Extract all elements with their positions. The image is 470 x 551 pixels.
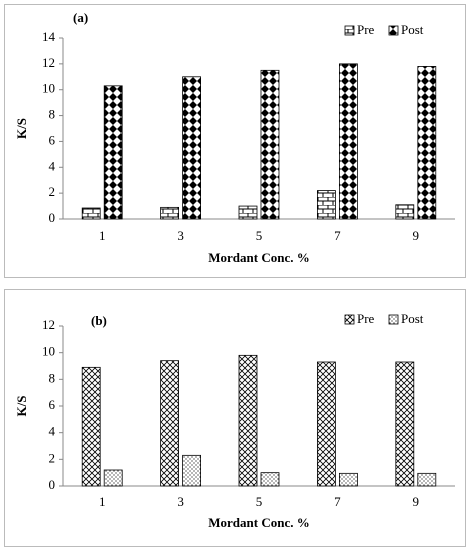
bar — [316, 361, 336, 487]
y-tick-label: 10 — [42, 344, 55, 359]
x-tick-label: 3 — [177, 494, 184, 509]
legend-label: Post — [401, 311, 424, 326]
bar — [160, 360, 180, 487]
x-tick-label: 7 — [334, 494, 341, 509]
bar — [81, 366, 101, 487]
bar — [395, 204, 415, 220]
legend-swatch — [344, 25, 355, 36]
bar — [103, 85, 123, 220]
x-tick-label: 1 — [99, 228, 106, 243]
bar — [260, 69, 280, 220]
x-tick-label: 5 — [256, 494, 263, 509]
y-tick-label: 2 — [49, 184, 56, 199]
y-tick-label: 14 — [42, 29, 56, 44]
chart-frame: 0 2 4 6 8 10 12 (b) K/S Mordant Conc. % 1 3 5 7 9 Pre Po… — [4, 289, 466, 547]
y-tick-label: 4 — [49, 424, 56, 439]
bar — [160, 206, 180, 220]
x-tick-label: 3 — [177, 228, 184, 243]
chart-frame: 0 2 4 6 8 10 12 14 (a) K/S Mordant Conc. % 1 3 5 7 9 Pre… — [4, 4, 466, 278]
legend-label: Pre — [357, 22, 375, 37]
bar — [182, 76, 202, 220]
y-tick-label: 8 — [49, 370, 56, 385]
y-axis-title: K/S — [14, 118, 29, 139]
x-tick-label: 9 — [413, 494, 420, 509]
bar — [103, 469, 123, 487]
bar — [316, 190, 336, 220]
x-tick-label: 9 — [413, 228, 420, 243]
y-tick-label: 10 — [42, 81, 55, 96]
chart-title: (a) — [73, 10, 88, 25]
y-tick-label: 6 — [49, 132, 56, 147]
legend-swatch — [388, 314, 399, 325]
y-tick-label: 2 — [49, 450, 56, 465]
chart-title: (b) — [91, 313, 107, 328]
y-tick-label: 0 — [49, 477, 56, 492]
bar — [81, 207, 101, 220]
bar — [238, 205, 258, 220]
bar — [260, 472, 280, 487]
y-tick-label: 6 — [49, 397, 56, 412]
bar — [238, 354, 258, 487]
y-axis-title: K/S — [14, 396, 29, 417]
legend-swatch — [388, 25, 399, 36]
legend-label: Pre — [357, 311, 375, 326]
bar — [395, 361, 415, 487]
x-tick-label: 7 — [334, 228, 341, 243]
y-tick-label: 0 — [49, 210, 56, 225]
chart: 0 2 4 6 8 10 12 14 (a) K/S Mordant Conc. % 1 3 5 7 9 Pre… — [14, 10, 455, 265]
bar — [417, 472, 437, 487]
y-tick-label: 8 — [49, 107, 56, 122]
bar — [338, 472, 358, 487]
legend-label: Post — [401, 22, 424, 37]
legend-swatch — [344, 314, 355, 325]
x-tick-label: 5 — [256, 228, 263, 243]
x-axis-title: Mordant Conc. % — [208, 250, 309, 265]
chart: 0 2 4 6 8 10 12 (b) K/S Mordant Conc. % 1 3 5 7 9 Pre Po… — [14, 311, 455, 530]
y-tick-label: 12 — [42, 55, 55, 70]
y-tick-label: 12 — [42, 317, 55, 332]
y-tick-label: 4 — [49, 158, 56, 173]
bar — [338, 63, 358, 220]
x-axis-title: Mordant Conc. % — [208, 515, 309, 530]
x-tick-label: 1 — [99, 494, 106, 509]
bar — [182, 454, 202, 487]
bar — [417, 66, 437, 220]
